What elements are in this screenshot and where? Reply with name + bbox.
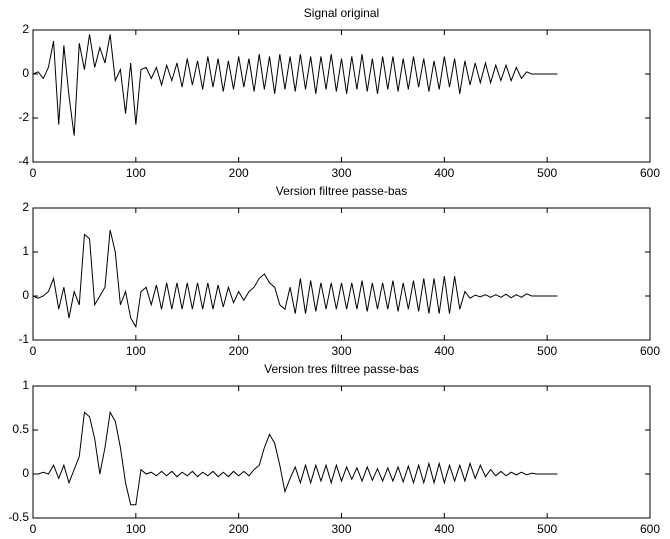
y-tick-label: -2 [18,110,29,124]
x-tick-label: 500 [537,522,557,536]
x-tick-label: 0 [30,344,37,358]
x-tick-label: 400 [434,166,454,180]
subplot-title: Version filtree passe-bas [276,184,407,198]
y-tick-label: 1 [22,244,29,258]
x-tick-label: 100 [126,344,146,358]
x-tick-label: 600 [640,522,660,536]
x-tick-label: 600 [640,166,660,180]
x-tick-label: 100 [126,166,146,180]
x-tick-label: 0 [30,522,37,536]
y-tick-label: 2 [22,200,29,214]
x-tick-label: 500 [537,166,557,180]
axes-box [32,29,651,163]
y-tick-label: -1 [18,332,29,346]
y-tick-label: 0 [22,66,29,80]
y-tick-label: 1 [22,378,29,392]
x-tick-label: 100 [126,522,146,536]
x-tick-label: 400 [434,344,454,358]
axes-box [32,207,651,341]
x-tick-label: 300 [331,344,351,358]
x-tick-label: 300 [331,522,351,536]
x-tick-label: 400 [434,522,454,536]
x-tick-label: 200 [229,344,249,358]
x-tick-label: 600 [640,344,660,358]
x-tick-label: 200 [229,166,249,180]
subplot-title: Version tres filtree passe-bas [264,362,419,376]
y-tick-label: -0.5 [8,510,29,524]
y-tick-label: 0 [22,288,29,302]
y-tick-label: 0 [22,466,29,480]
x-tick-label: 500 [537,344,557,358]
x-tick-label: 300 [331,166,351,180]
signal-line [33,410,558,506]
y-tick-label: 0.5 [12,422,29,436]
x-tick-label: 200 [229,522,249,536]
y-tick-label: 2 [22,22,29,36]
x-tick-label: 0 [30,166,37,180]
y-tick-label: -4 [18,154,29,168]
signal-line [32,229,558,329]
signal-line [32,34,558,136]
subplot-title: Signal original [304,6,379,20]
axes-box [32,385,651,519]
